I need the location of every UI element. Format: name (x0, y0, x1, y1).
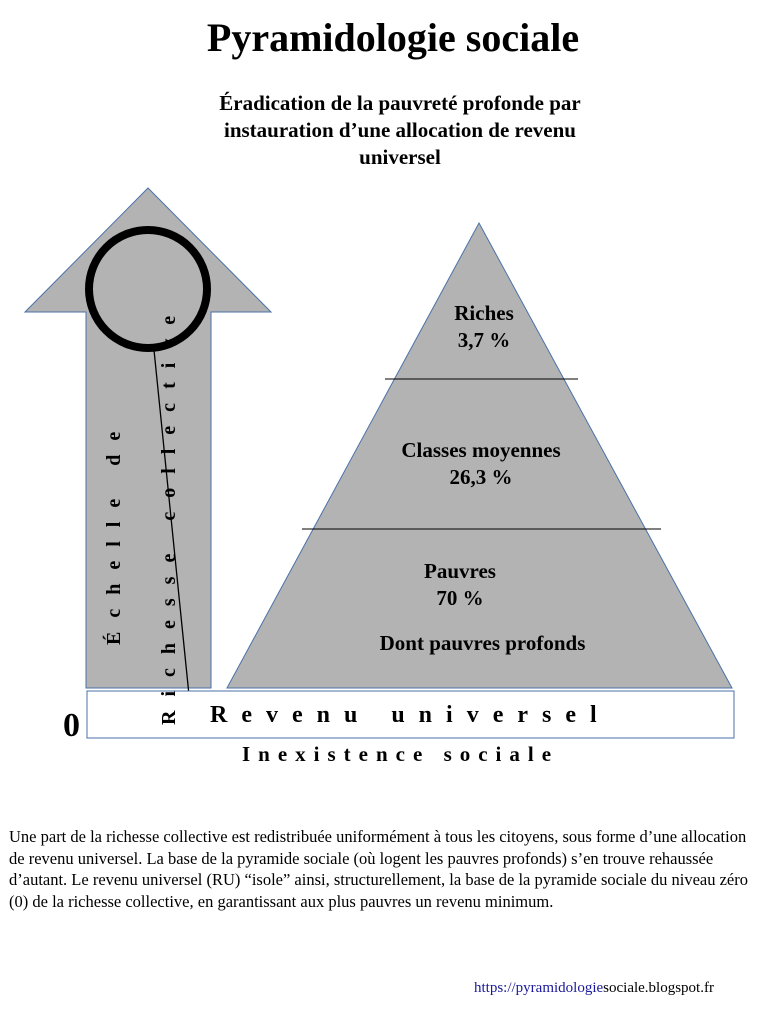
wealth-label: Richesse collective (158, 301, 180, 725)
social-pyramid (226, 221, 733, 689)
scale-label: Échelle de (103, 417, 125, 645)
url-part-2[interactable]: sociale.blogspot.fr (603, 980, 714, 996)
circle-marker (85, 226, 211, 352)
universal-income-label: Revenu universel (210, 702, 611, 728)
level-note: Dont pauvres profonds (379, 631, 586, 655)
social-inexistence-label: Inexistence sociale (242, 742, 560, 766)
universal-income-base (86, 690, 735, 739)
level-name: Classes moyennes (401, 438, 561, 462)
level-classes-moyennes: Classes moyennes 26,3 % (366, 437, 596, 491)
subtitle: Éradication de la pauvreté profonde par … (219, 91, 581, 169)
level-riches: Riches 3,7 % (419, 300, 549, 354)
level-name: Pauvres (424, 559, 496, 583)
level-pauvres: Pauvres 70 % (400, 558, 520, 612)
down-line (153, 349, 191, 706)
footer-url[interactable]: https://pyramidologiesociale.blogspot.fr (474, 980, 714, 997)
level-value: 70 % (436, 586, 484, 610)
url-part-1[interactable]: https://pyramidologie (474, 980, 604, 996)
level-name: Riches (454, 301, 514, 325)
zero-label: 0 (63, 707, 80, 744)
description-paragraph: Une part de la richesse collective est r… (9, 827, 749, 911)
level-value: 26,3 % (449, 465, 513, 489)
wealth-scale-arrow (23, 187, 273, 689)
page-title: Pyramidologie sociale (206, 15, 580, 60)
level-value: 3,7 % (457, 328, 511, 352)
